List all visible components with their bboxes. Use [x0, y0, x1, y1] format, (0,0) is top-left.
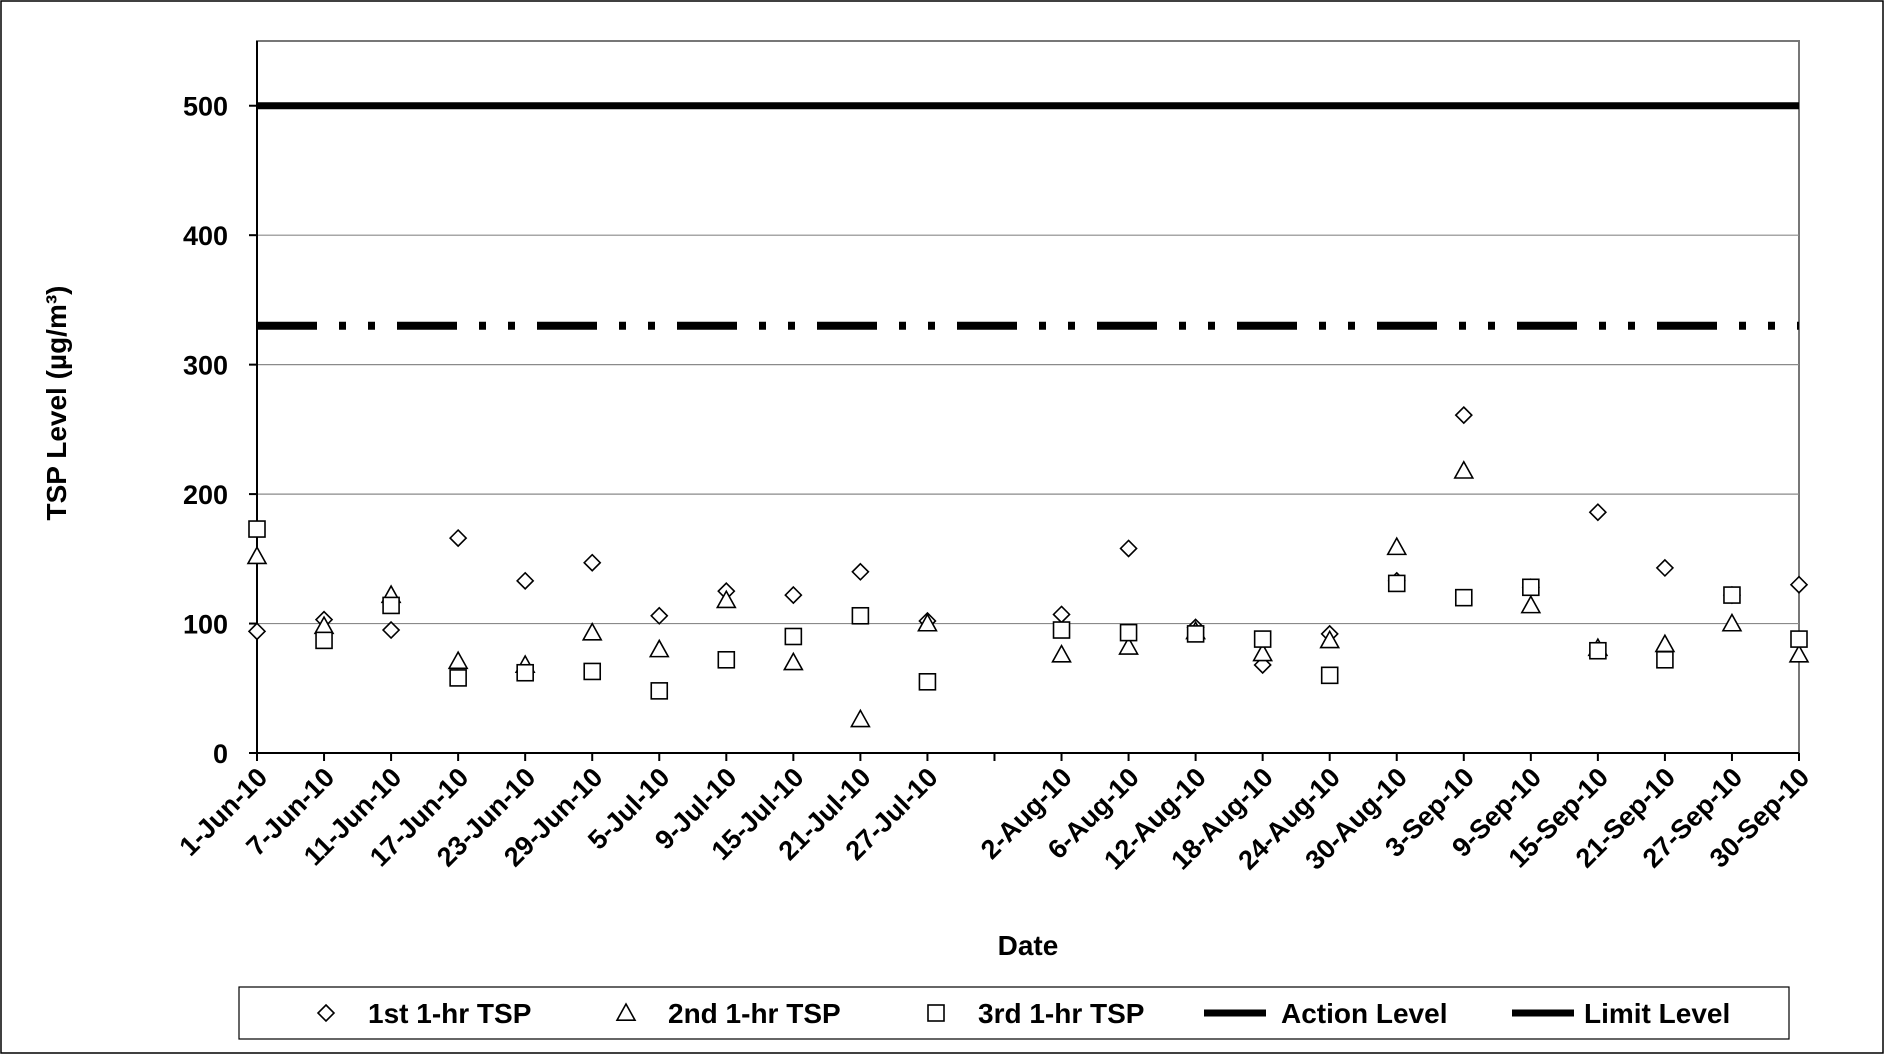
square-point	[449, 669, 467, 687]
triangle-point	[917, 612, 938, 632]
legend-label: Action Level	[1281, 998, 1447, 1029]
legend-diamond-marker	[316, 1003, 336, 1023]
diamond-point	[247, 622, 267, 641]
triangle-point	[1252, 642, 1274, 662]
legend-triangle-marker	[615, 1002, 637, 1022]
y-tick-label: 500	[183, 92, 228, 122]
diamond-point	[381, 620, 401, 640]
square-point	[1052, 621, 1071, 639]
legend-label: Limit Level	[1584, 998, 1730, 1029]
triangle-point	[715, 589, 737, 609]
y-tick-label: 100	[183, 610, 228, 640]
reference-lines	[257, 102, 1799, 330]
legend-label: 2nd 1-hr TSP	[668, 998, 841, 1029]
square-point	[583, 662, 602, 681]
triangle-point	[782, 651, 804, 671]
diamond-point	[1789, 575, 1809, 594]
legend: 1st 1-hr TSP 2nd 1-hr TSP 3rd 1-hr TSP Acti…	[238, 986, 1790, 1040]
square-point	[1253, 630, 1272, 648]
square-point	[784, 627, 803, 646]
y-tick-labels: 0 100 200 300 400 500	[183, 92, 228, 769]
diamond-point	[448, 528, 468, 548]
square-point	[1723, 586, 1741, 604]
legend-square-marker	[927, 1004, 945, 1022]
triangle-point	[1453, 460, 1475, 479]
diamond-point	[1655, 558, 1675, 578]
triangle-point	[648, 638, 670, 658]
y-tick-label: 200	[183, 480, 228, 510]
square-point	[851, 606, 870, 625]
triangle-point	[1520, 594, 1542, 614]
triangle-point	[1788, 643, 1810, 663]
triangle-point	[1721, 612, 1743, 632]
square-point	[248, 520, 266, 538]
diamond-point	[583, 553, 602, 572]
diamond-point	[1119, 539, 1138, 558]
square-point	[918, 672, 937, 691]
square-point	[1387, 574, 1406, 593]
legend-label: 3rd 1-hr TSP	[978, 998, 1144, 1029]
triangle-point	[1386, 536, 1408, 556]
square-point	[1656, 650, 1674, 669]
series-3	[248, 520, 1808, 700]
square-point	[717, 650, 736, 669]
square-point	[1320, 666, 1339, 685]
square-point	[1119, 623, 1138, 642]
square-point	[382, 596, 400, 615]
square-point	[1454, 588, 1473, 607]
square-point	[1589, 641, 1607, 660]
x-axis-title: Date	[998, 930, 1059, 961]
diamond-point	[1454, 405, 1473, 425]
triangle-point	[246, 545, 268, 565]
triangle-point	[581, 621, 603, 641]
triangle-point	[1319, 629, 1341, 649]
diamond-point	[516, 571, 535, 590]
diamond-point	[851, 562, 870, 581]
y-axis-title: TSP Level (µg/m³)	[41, 286, 72, 521]
y-tick-label: 0	[213, 739, 228, 769]
triangle-point	[850, 708, 871, 728]
y-tick-label: 300	[183, 351, 228, 381]
triangle-point	[1118, 636, 1139, 655]
diamond-point	[1588, 503, 1608, 522]
data-points	[246, 405, 1810, 728]
triangle-point	[447, 650, 469, 670]
diamond-point	[650, 606, 669, 625]
legend-label: 1st 1-hr TSP	[368, 998, 531, 1029]
triangle-point	[1051, 643, 1072, 663]
square-point	[1186, 625, 1205, 643]
y-tick-label: 400	[183, 221, 228, 251]
square-point	[315, 631, 333, 650]
square-point	[1522, 578, 1540, 597]
diamond-point	[784, 585, 803, 605]
square-point	[650, 682, 669, 700]
square-point	[516, 663, 534, 682]
square-point	[1790, 630, 1808, 648]
